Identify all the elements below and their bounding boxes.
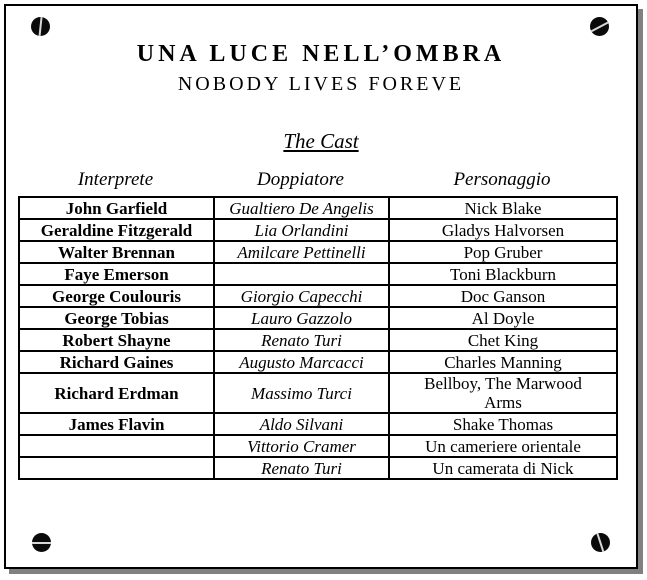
character-cell: Al Doyle — [388, 306, 618, 330]
cast-row: Vittorio Cramer Un cameriere orientale — [18, 434, 618, 458]
character-cell: Pop Gruber — [388, 240, 618, 264]
actor-cell: John Garfield — [18, 196, 215, 220]
dubber-cell: Giorgio Capecchi — [213, 284, 390, 308]
character-cell: Bellboy, The Marwood Arms — [388, 372, 618, 414]
dubber-cell: Aldo Silvani — [213, 412, 390, 436]
column-header-interprete: Interprete — [77, 169, 154, 190]
dubber-cell: Augusto Marcacci — [213, 350, 390, 374]
screw-slot — [595, 533, 606, 552]
dubber-cell: Lia Orlandini — [213, 218, 390, 242]
actor-cell: Richard Gaines — [18, 350, 215, 374]
dubber-cell: Gualtiero De Angelis — [213, 196, 390, 220]
character-cell: Charles Manning — [388, 350, 618, 374]
screw-icon — [32, 533, 51, 552]
dubber-cell — [213, 262, 390, 286]
film-title-italian: UNA LUCE NELL’OMBRA — [136, 41, 506, 67]
column-header-personaggio: Personaggio — [453, 169, 551, 190]
actor-cell: Walter Brennan — [18, 240, 215, 264]
character-cell: Un cameriere orientale — [388, 434, 618, 458]
screw-icon — [591, 533, 610, 552]
column-header-doppiatore: Doppiatore — [257, 169, 344, 190]
cast-row: Renato Turi Un camerata di Nick — [18, 456, 618, 480]
actor-cell: Richard Erdman — [18, 372, 215, 414]
cast-row: James Flavin Aldo Silvani Shake Thomas — [18, 412, 618, 436]
cast-row: Geraldine Fitzgerald Lia Orlandini Glady… — [18, 218, 618, 242]
cast-row: George Coulouris Giorgio Capecchi Doc Ga… — [18, 284, 618, 308]
actor-cell: Geraldine Fitzgerald — [18, 218, 215, 242]
cast-row: Walter Brennan Amilcare Pettinelli Pop G… — [18, 240, 618, 264]
character-cell: Toni Blackburn — [388, 262, 618, 286]
cast-row: George Tobias Lauro Gazzolo Al Doyle — [18, 306, 618, 330]
character-cell: Nick Blake — [388, 196, 618, 220]
screw-icon — [590, 17, 609, 36]
character-cell: Un camerata di Nick — [388, 456, 618, 480]
character-cell: Doc Ganson — [388, 284, 618, 308]
character-cell: Chet King — [388, 328, 618, 352]
actor-cell — [18, 456, 215, 480]
actor-cell: James Flavin — [18, 412, 215, 436]
screw-slot — [32, 541, 51, 544]
dubber-cell: Amilcare Pettinelli — [213, 240, 390, 264]
character-cell: Shake Thomas — [388, 412, 618, 436]
screw-slot — [590, 20, 609, 33]
character-text: Bellboy, The Marwood Arms — [424, 374, 582, 412]
dubber-cell: Renato Turi — [213, 328, 390, 352]
cast-row: Richard Erdman Massimo Turci Bellboy, Th… — [18, 372, 618, 414]
cast-row: Faye Emerson Toni Blackburn — [18, 262, 618, 286]
column-headers: Interprete Doppiatore Personaggio — [18, 167, 616, 193]
actor-cell — [18, 434, 215, 458]
plaque-panel: UNA LUCE NELL’OMBRA NOBODY LIVES FOREVE … — [4, 4, 638, 569]
dubber-cell: Renato Turi — [213, 456, 390, 480]
dubber-cell: Massimo Turci — [213, 372, 390, 414]
dubber-cell: Lauro Gazzolo — [213, 306, 390, 330]
dubber-cell: Vittorio Cramer — [213, 434, 390, 458]
actor-cell: Robert Shayne — [18, 328, 215, 352]
screw-icon — [31, 17, 50, 36]
film-title-original: NOBODY LIVES FOREVE — [177, 73, 465, 95]
actor-cell: George Coulouris — [18, 284, 215, 308]
cast-heading: The Cast — [283, 129, 359, 153]
cast-row: Richard Gaines Augusto Marcacci Charles … — [18, 350, 618, 374]
cast-row: John Garfield Gualtiero De Angelis Nick … — [18, 196, 618, 220]
character-cell: Gladys Halvorsen — [388, 218, 618, 242]
actor-cell: George Tobias — [18, 306, 215, 330]
screw-slot — [38, 17, 43, 36]
actor-cell: Faye Emerson — [18, 262, 215, 286]
cast-row: Robert Shayne Renato Turi Chet King — [18, 328, 618, 352]
cast-table: John Garfield Gualtiero De Angelis Nick … — [18, 196, 618, 480]
